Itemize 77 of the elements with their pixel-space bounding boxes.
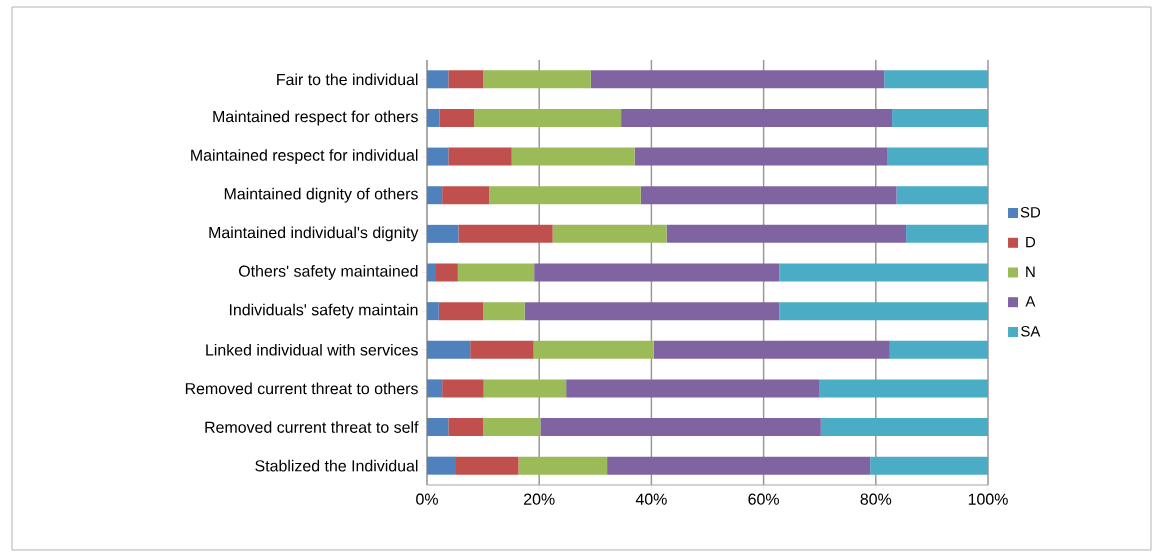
bar [427, 108, 440, 127]
bar [884, 70, 989, 89]
bar [566, 379, 820, 398]
bar [511, 147, 635, 166]
bar [779, 302, 989, 321]
legend-label: D [1026, 236, 1036, 248]
bar [442, 186, 490, 205]
bar [448, 147, 512, 166]
bar [427, 340, 471, 359]
bar [483, 70, 591, 89]
bar [470, 340, 534, 359]
bar [427, 224, 459, 243]
bar [607, 456, 871, 475]
bar [448, 70, 484, 89]
legend-label: N [1026, 266, 1035, 277]
bar [483, 379, 567, 398]
bar [540, 418, 821, 437]
bar [779, 263, 989, 282]
bar [820, 418, 989, 437]
x-tick-label: 40% [635, 493, 667, 505]
bar [870, 456, 989, 475]
y-tick-label: Maintained dignity of others [224, 187, 418, 203]
bar [889, 340, 989, 359]
bar [458, 224, 553, 243]
x-tick-label: 80% [860, 493, 892, 505]
y-tick-label: Linked individual with services [206, 343, 418, 356]
bar [518, 456, 608, 475]
bar [483, 302, 525, 321]
x-tick-label: 100% [968, 493, 1008, 505]
y-tick-label: Fair to the individual [277, 73, 418, 86]
legend-label: A [1025, 296, 1036, 307]
bar [448, 418, 484, 437]
bar [427, 263, 436, 282]
bar [442, 379, 484, 398]
bar [439, 108, 475, 127]
bar [653, 340, 890, 359]
bar [552, 224, 667, 243]
bar [427, 186, 443, 205]
bar [640, 186, 897, 205]
bar [533, 340, 654, 359]
bar [892, 108, 989, 127]
bar [666, 224, 907, 243]
bar [896, 186, 989, 205]
bar [534, 263, 780, 282]
y-tick-label: Maintained individual's dignity [209, 226, 419, 242]
bar [887, 147, 989, 166]
bar [906, 224, 989, 243]
bar [590, 70, 885, 89]
bar [427, 302, 439, 321]
bar [427, 418, 449, 437]
y-tick-label: Maintained respect for others [213, 110, 418, 126]
y-tick-label: Maintained respect for individual [191, 149, 418, 165]
bar [427, 456, 456, 475]
bar [438, 302, 484, 321]
bar [427, 147, 449, 166]
bar [474, 108, 622, 127]
legend-label: SD [1020, 207, 1041, 218]
bar [819, 379, 989, 398]
bar [483, 418, 541, 437]
bar [427, 379, 443, 398]
y-tick-label: Removed current threat to others [185, 382, 418, 395]
bar [524, 302, 780, 321]
bar [455, 456, 519, 475]
y-tick-label: Stablized the Individual [255, 459, 418, 472]
bar [489, 186, 641, 205]
bar [621, 108, 893, 127]
bar [435, 263, 458, 282]
bar [457, 263, 535, 282]
bar [634, 147, 888, 166]
x-tick-label: 0% [416, 493, 438, 505]
x-tick-label: 60% [748, 493, 779, 505]
y-tick-label: Removed current threat to self [205, 421, 419, 433]
y-tick-label: Others' safety maintained [238, 265, 418, 280]
y-tick-label: Individuals' safety maintain [229, 303, 418, 319]
legend-label: SA [1021, 326, 1041, 337]
bar [427, 70, 449, 89]
x-tick-label: 20% [524, 493, 555, 505]
